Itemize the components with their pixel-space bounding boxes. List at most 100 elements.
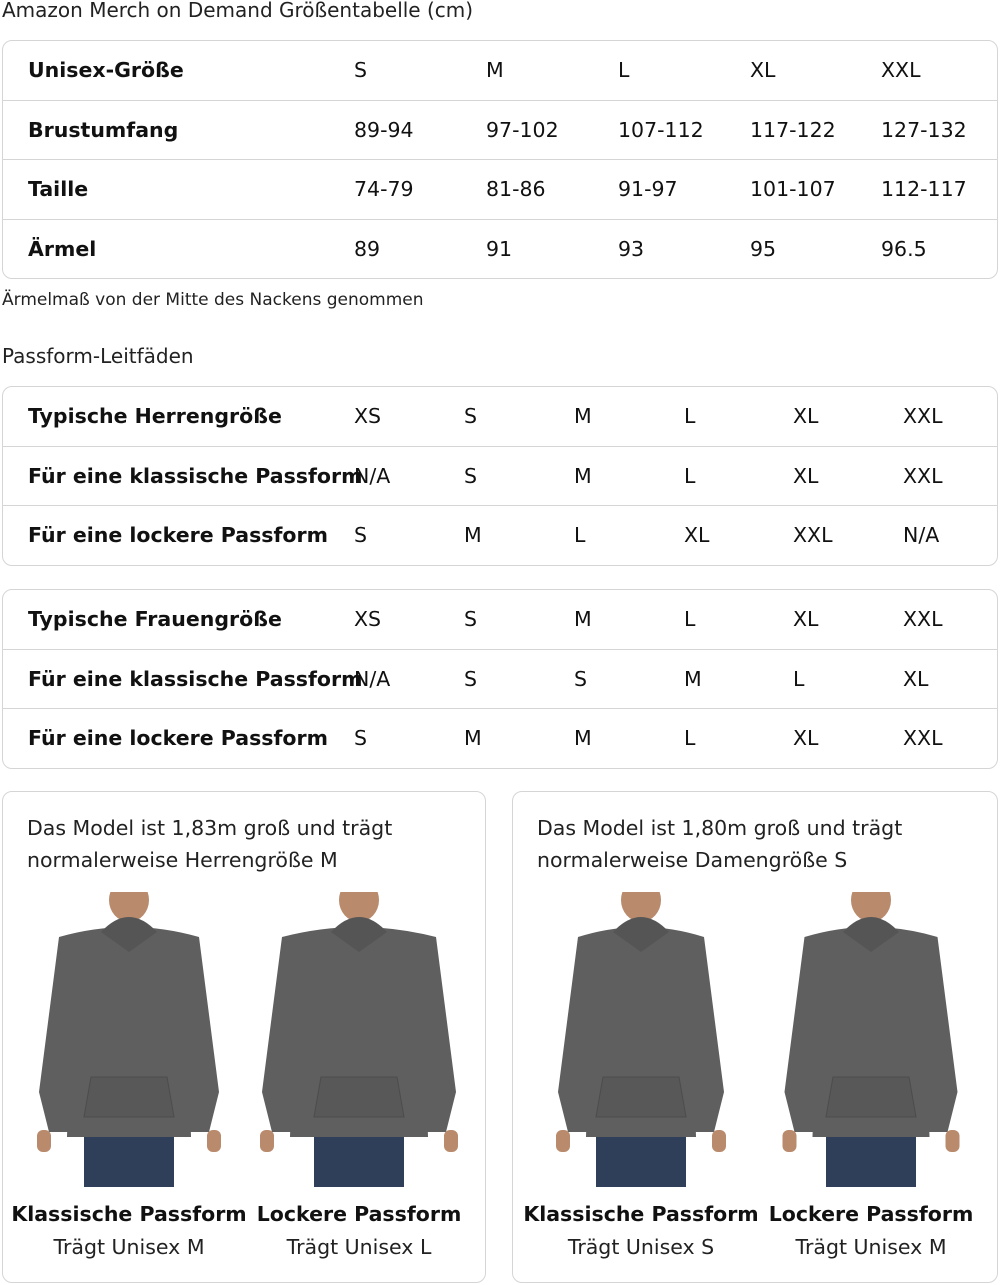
fit-wears: Trägt Unisex L	[286, 1235, 432, 1259]
row-label: Brustumfang	[28, 117, 179, 142]
hoodie	[262, 927, 456, 1137]
model-photo-loose	[761, 892, 981, 1187]
hood	[613, 917, 669, 952]
table-cell: 89-94	[354, 117, 414, 142]
table-cell: S	[464, 607, 478, 631]
row-label: Typische Frauengröße	[28, 607, 282, 631]
model-photo-classic	[531, 892, 751, 1187]
row-label: Für eine lockere Passform	[28, 726, 328, 750]
model-description: Das Model ist 1,83m groß und trägt norma…	[27, 812, 467, 876]
hoodie-model-image	[37, 892, 221, 1187]
head	[109, 892, 149, 922]
hoodie	[558, 927, 724, 1137]
size-chart-title: Amazon Merch on Demand Größentabelle (cm…	[2, 0, 474, 22]
hand	[712, 1130, 726, 1152]
row-label: Typische Herrengröße	[28, 404, 282, 428]
table-cell: 95	[750, 236, 777, 261]
table-cell: 96.5	[881, 236, 927, 261]
table-cell: 81-86	[486, 177, 546, 201]
table-cell: 117-122	[750, 117, 836, 142]
table-cell: S	[354, 726, 368, 750]
model-description-line: normalerweise Herrengröße M	[27, 848, 338, 872]
hood	[843, 917, 899, 952]
table-cell: L	[684, 726, 696, 750]
kangaroo-pocket	[313, 1076, 405, 1118]
head	[851, 892, 891, 922]
table-cell: L	[793, 666, 805, 691]
row-label: Für eine klassische Passform	[28, 463, 363, 488]
fit-guides-title: Passform-Leitfäden	[2, 344, 194, 368]
table-cell: M	[684, 666, 702, 691]
hood	[331, 917, 387, 952]
table-row: Für eine klassische Passform N/A S S M L XL	[3, 648, 997, 709]
hand	[207, 1130, 221, 1152]
hand	[444, 1130, 458, 1152]
model-description: Das Model ist 1,80m groß und trägt norma…	[537, 812, 977, 876]
table-cell: 93	[618, 236, 645, 261]
kangaroo-pocket	[83, 1076, 175, 1118]
fit-title: Lockere Passform	[256, 1202, 462, 1226]
row-label: Ärmel	[28, 236, 97, 261]
table-cell: XL	[684, 523, 710, 547]
hand	[260, 1130, 274, 1152]
table-cell: M	[574, 607, 592, 631]
table-cell: XL	[793, 404, 819, 428]
hoodie-model-image	[782, 892, 960, 1187]
table-cell: XS	[354, 404, 382, 428]
table-cell: 97-102	[486, 117, 559, 142]
table-cell: 89	[354, 236, 381, 261]
table-cell: 107-112	[618, 117, 704, 142]
table-cell: XXL	[793, 523, 833, 547]
table-cell: M	[464, 523, 482, 547]
kangaroo-pocket	[825, 1076, 917, 1118]
table-cell: L	[618, 58, 630, 82]
table-cell: S	[354, 58, 368, 82]
table-cell: XL	[793, 463, 819, 488]
table-cell: N/A	[354, 666, 391, 691]
hand	[556, 1130, 570, 1152]
table-cell: M	[574, 463, 592, 488]
table-row: Für eine klassische Passform N/A S M L XL XXL	[3, 445, 997, 506]
fit-title: Klassische Passform	[523, 1202, 759, 1226]
model-description-line: Das Model ist 1,80m groß und trägt	[537, 816, 903, 840]
table-cell: M	[574, 726, 592, 750]
men-model-card: Das Model ist 1,83m groß und trägt norma…	[2, 791, 486, 1283]
kangaroo-pocket	[595, 1076, 687, 1118]
fit-wears: Trägt Unisex M	[53, 1235, 205, 1259]
hoodie	[784, 927, 958, 1137]
table-cell: XXL	[881, 58, 921, 82]
hoodie-model-image	[260, 892, 458, 1187]
table-cell: N/A	[354, 463, 391, 488]
table-cell: 91	[486, 236, 513, 261]
table-cell: XS	[354, 607, 382, 631]
table-cell: M	[486, 58, 504, 82]
table-row: Ärmel 89 91 93 95 96.5	[3, 218, 997, 279]
table-cell: XXL	[903, 404, 943, 428]
table-row: Für eine lockere Passform S M M L XL XXL	[3, 708, 997, 768]
model-photo-classic	[19, 892, 239, 1187]
table-row: Brustumfang 89-94 97-102 107-112 117-122 127-…	[3, 99, 997, 160]
table-row: Taille 74-79 81-86 91-97 101-107 112-117	[3, 159, 997, 219]
table-row: Für eine lockere Passform S M L XL XXL N/A	[3, 505, 997, 565]
fit-title: Klassische Passform	[11, 1202, 247, 1226]
table-cell: XXL	[903, 726, 943, 750]
table-cell: M	[464, 726, 482, 750]
table-row: Typische Herrengröße XS S M L XL XXL	[3, 387, 997, 446]
table-cell: L	[684, 463, 696, 488]
table-cell: L	[574, 523, 586, 547]
row-label: Für eine klassische Passform	[28, 666, 363, 691]
hoodie-model-image	[556, 892, 726, 1187]
table-cell: XXL	[903, 607, 943, 631]
table-row: Typische Frauengröße XS S M L XL XXL	[3, 590, 997, 649]
fit-title: Lockere Passform	[768, 1202, 974, 1226]
row-label: Unisex-Größe	[28, 58, 184, 82]
hand	[37, 1130, 51, 1152]
head	[339, 892, 379, 922]
table-cell: M	[574, 404, 592, 428]
table-cell: L	[684, 404, 696, 428]
sleeve-note: Ärmelmaß von der Mitte des Nackens genom…	[2, 290, 424, 310]
table-cell: S	[464, 463, 478, 488]
table-cell: XL	[793, 726, 819, 750]
hand	[945, 1130, 960, 1152]
table-cell: 127-132	[881, 117, 967, 142]
